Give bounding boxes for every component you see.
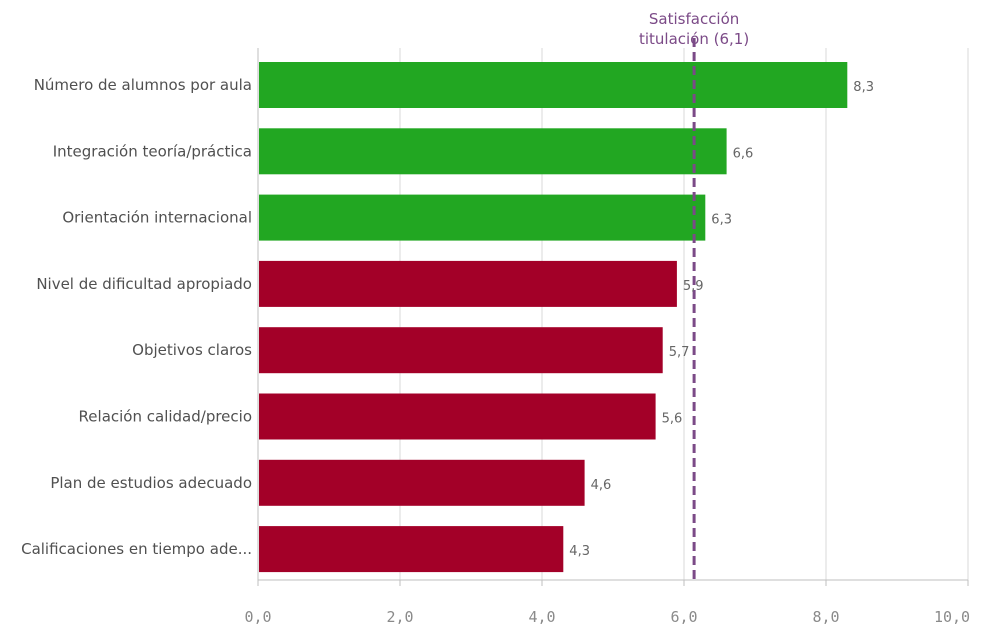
x-tick-label-2: 4,0: [528, 608, 555, 626]
label-layer: Número de alumnos por aula 8,3 Integración…: [21, 76, 874, 559]
value-label-6: 4,6: [591, 478, 612, 493]
bar-3: [259, 260, 677, 307]
category-label-4: Objetivos claros: [132, 341, 252, 359]
value-label-0: 8,3: [853, 80, 874, 95]
reference-layer: Satisfacción titulación (6,1): [639, 10, 749, 580]
bar-layer: [259, 62, 848, 573]
value-label-2: 6,3: [711, 213, 732, 228]
bar-6: [259, 459, 585, 506]
bar-0: [259, 62, 848, 108]
x-tick-label-3: 6,0: [670, 608, 697, 626]
axis-layer: 0,0 2,0 4,0 6,0 8,0 10,0: [244, 48, 970, 626]
bar-4: [259, 327, 663, 374]
x-tick-label-1: 2,0: [386, 608, 413, 626]
value-label-3: 5,9: [683, 279, 704, 294]
reference-line-label-0: Satisfacción: [649, 10, 739, 28]
x-tick-label-5: 10,0: [934, 608, 970, 626]
category-label-7: Calificaciones en tiempo ade...: [21, 540, 252, 558]
reference-line-label-1: titulación (6,1): [639, 30, 749, 48]
bar-7: [259, 526, 564, 573]
x-tick-label-4: 8,0: [812, 608, 839, 626]
x-tick-label-0: 0,0: [244, 608, 271, 626]
bar-2: [259, 194, 706, 241]
category-label-2: Orientación internacional: [62, 209, 252, 227]
bar-5: [259, 393, 656, 440]
category-label-5: Relación calidad/precio: [79, 408, 252, 426]
category-label-3: Nivel de dificultad apropiado: [36, 275, 252, 293]
value-label-7: 4,3: [569, 544, 590, 559]
category-label-6: Plan de estudios adecuado: [50, 474, 252, 492]
bar-1: [259, 128, 727, 175]
value-label-1: 6,6: [733, 146, 754, 161]
value-label-4: 5,7: [669, 345, 690, 360]
value-label-5: 5,6: [662, 412, 683, 427]
category-label-0: Número de alumnos por aula: [34, 76, 252, 94]
category-label-1: Integración teoría/práctica: [53, 142, 252, 160]
